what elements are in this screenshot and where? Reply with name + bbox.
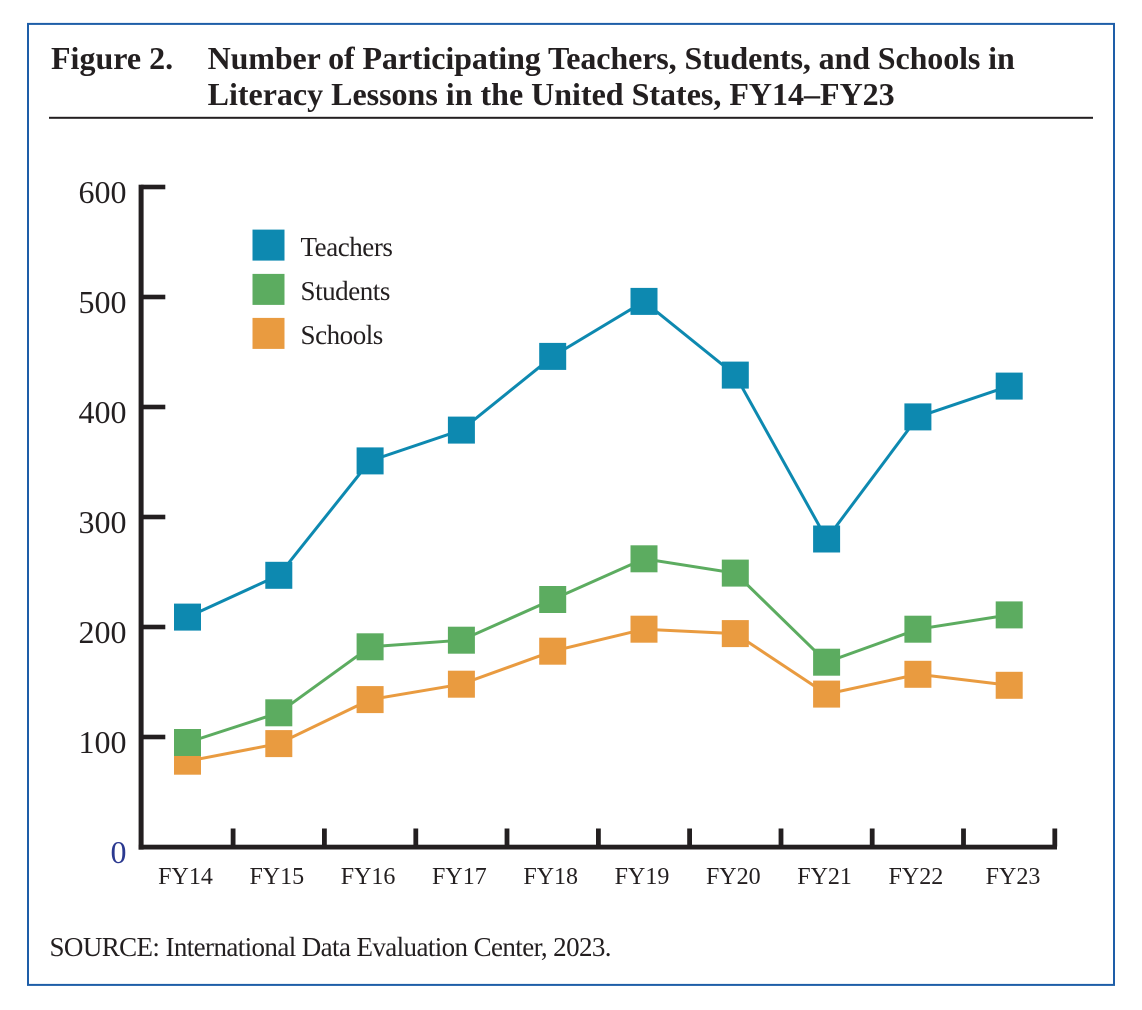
svg-text:SOURCE: International Data Eva: SOURCE: International Data Evaluation Ce… — [50, 932, 611, 962]
svg-text:200: 200 — [79, 614, 127, 650]
svg-text:FY18: FY18 — [523, 864, 578, 890]
svg-text:FY22: FY22 — [889, 864, 944, 890]
svg-text:FY15: FY15 — [249, 864, 304, 890]
svg-text:FY16: FY16 — [341, 864, 396, 890]
svg-text:400: 400 — [79, 394, 127, 430]
svg-text:100: 100 — [79, 724, 127, 760]
svg-text:FY14: FY14 — [158, 864, 213, 890]
svg-text:600: 600 — [79, 174, 127, 210]
svg-text:0: 0 — [111, 834, 127, 870]
svg-text:Students: Students — [301, 276, 390, 306]
svg-text:FY17: FY17 — [432, 864, 487, 890]
svg-text:FY23: FY23 — [986, 864, 1041, 890]
svg-text:500: 500 — [79, 284, 127, 320]
svg-text:FY20: FY20 — [706, 864, 761, 890]
svg-text:FY19: FY19 — [615, 864, 670, 890]
svg-text:Teachers: Teachers — [301, 232, 393, 262]
svg-text:FY21: FY21 — [797, 864, 852, 890]
svg-text:Number of Participating Teache: Number of Participating Teachers, Studen… — [208, 40, 1015, 76]
svg-text:Figure 2.: Figure 2. — [51, 40, 173, 76]
svg-text:Schools: Schools — [301, 320, 383, 350]
svg-text:300: 300 — [79, 504, 127, 540]
svg-text:Literacy Lessons in the United: Literacy Lessons in the United States, F… — [208, 76, 895, 112]
